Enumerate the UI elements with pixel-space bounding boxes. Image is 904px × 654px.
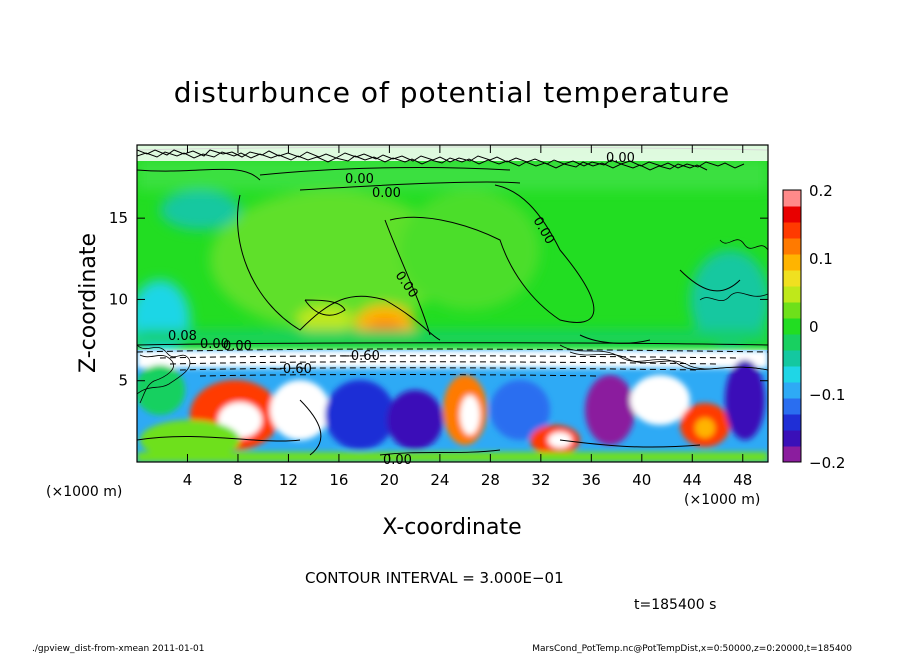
contour-label: 0.00 xyxy=(383,453,412,468)
contour-label: 0.00 xyxy=(345,172,374,187)
colorbar-segment xyxy=(783,206,801,223)
colorbar-tick-label: 0 xyxy=(809,318,819,336)
colorbar-segment xyxy=(783,270,801,287)
contour-interval: CONTOUR INTERVAL = 3.000E−01 xyxy=(305,569,564,587)
colorbar-segment xyxy=(783,366,801,383)
x-axis-ticks: 4 8 12 16 20 24 28 32 36 40 44 48 xyxy=(183,145,752,489)
x-tick-label: 40 xyxy=(632,471,651,489)
y-axis-unit: (×1000 m) xyxy=(46,484,122,500)
y-tick-label: 5 xyxy=(118,372,128,390)
colorbar-tick-label: −0.2 xyxy=(809,454,845,472)
colorbar-segment xyxy=(783,414,801,431)
x-axis-label: X-coordinate xyxy=(382,515,521,540)
colorbar-segment xyxy=(783,222,801,239)
colorbar-ticks: 0.2 0.1 0 −0.1 −0.2 xyxy=(809,182,845,472)
x-tick-label: 20 xyxy=(380,471,399,489)
colorbar-segment xyxy=(783,318,801,335)
time-stamp: t=185400 s xyxy=(634,597,716,613)
footer-right: MarsCond_PotTemp.nc@PotTempDist,x=0:5000… xyxy=(532,644,852,654)
colorbar-frame xyxy=(782,189,802,463)
x-axis-unit: (×1000 m) xyxy=(684,492,760,508)
y-axis-ticks: 5 10 15 xyxy=(109,209,768,390)
x-tick-label: 44 xyxy=(683,471,702,489)
heatmap-field xyxy=(137,145,768,462)
x-tick-label: 8 xyxy=(233,471,243,489)
contour-label: −0.60 xyxy=(272,362,312,377)
x-tick-label: 28 xyxy=(481,471,500,489)
colorbar-segment xyxy=(783,254,801,271)
colorbar xyxy=(782,189,802,463)
colorbar-segment xyxy=(783,446,801,463)
contour-label: 0.00 xyxy=(606,151,635,166)
contour-label: 0.00 xyxy=(372,186,401,201)
x-tick-label: 16 xyxy=(329,471,348,489)
colorbar-tick-label: 0.1 xyxy=(809,250,833,268)
footer-left: ./gpview_dist-from-xmean 2011-01-01 xyxy=(32,644,204,654)
chart-title: disturbunce of potential temperature xyxy=(174,76,731,109)
y-tick-label: 10 xyxy=(109,290,128,308)
contour-label: 0.00 xyxy=(200,337,229,352)
colorbar-segment xyxy=(783,382,801,399)
colorbar-segment xyxy=(783,430,801,447)
contour-label: 0.00 xyxy=(223,339,252,354)
x-tick-label: 24 xyxy=(430,471,449,489)
contour-label: 0.08 xyxy=(168,329,197,344)
colorbar-segment xyxy=(783,286,801,303)
plot-frame xyxy=(136,144,769,463)
colorbar-segment xyxy=(783,302,801,319)
colorbar-segment xyxy=(783,238,801,255)
x-tick-label: 4 xyxy=(183,471,193,489)
colorbar-segment xyxy=(783,398,801,415)
x-tick-label: 32 xyxy=(531,471,550,489)
x-tick-label: 36 xyxy=(582,471,601,489)
colorbar-tick-label: −0.1 xyxy=(809,386,845,404)
colorbar-segment xyxy=(783,334,801,351)
colorbar-segment xyxy=(783,190,801,207)
contour-label: −0.60 xyxy=(340,349,380,364)
x-tick-label: 12 xyxy=(279,471,298,489)
colorbar-tick-label: 0.2 xyxy=(809,182,833,200)
y-axis-label: Z-coordinate xyxy=(76,233,101,373)
colorbar-segment xyxy=(783,350,801,367)
y-tick-label: 15 xyxy=(109,209,128,227)
x-tick-label: 48 xyxy=(733,471,752,489)
